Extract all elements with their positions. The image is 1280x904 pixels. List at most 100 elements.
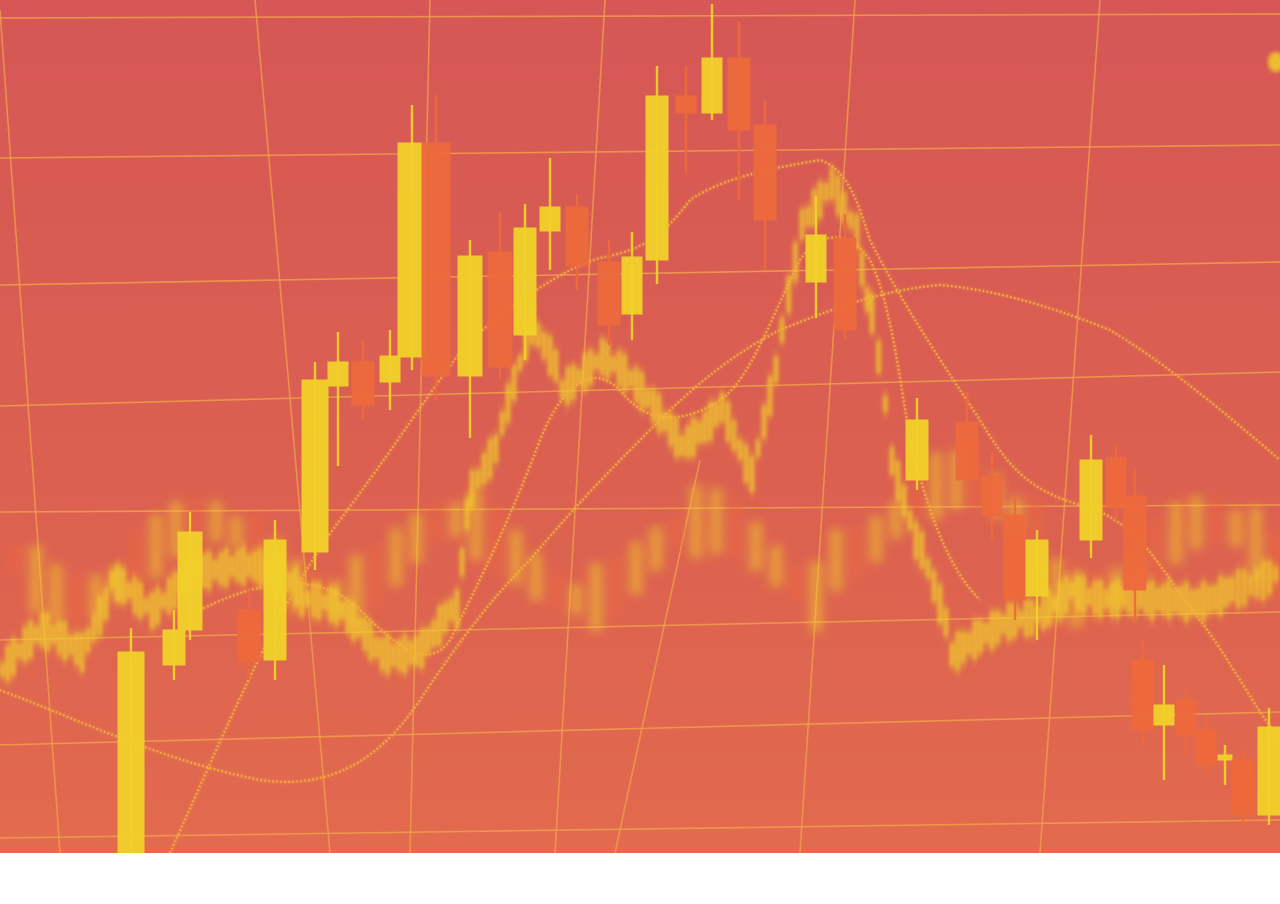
candle-down bbox=[1123, 495, 1147, 591]
candle-up bbox=[327, 361, 349, 387]
candle-up bbox=[539, 206, 561, 232]
candle-up bbox=[117, 651, 145, 853]
photo-background bbox=[0, 0, 1280, 853]
candle-down bbox=[1003, 514, 1027, 601]
candle-down bbox=[833, 237, 857, 331]
background-candle bbox=[930, 452, 942, 520]
candle-up bbox=[1153, 704, 1175, 726]
background-candle bbox=[230, 515, 242, 548]
grid-line bbox=[554, 0, 606, 853]
background-candle bbox=[70, 574, 82, 626]
candle-up bbox=[645, 95, 669, 261]
candle-up bbox=[263, 539, 287, 661]
candle-up bbox=[1025, 539, 1049, 597]
grid-line bbox=[614, 459, 701, 853]
background-candle bbox=[1210, 497, 1222, 543]
background-candle bbox=[650, 526, 662, 571]
candle-down bbox=[597, 261, 621, 326]
candle-up bbox=[905, 419, 929, 481]
background-candle bbox=[1150, 516, 1162, 586]
background-candle bbox=[550, 572, 562, 612]
candle-up bbox=[805, 234, 827, 283]
bokeh-highlight bbox=[1268, 52, 1280, 72]
grid-line bbox=[0, 13, 1280, 19]
candle-up bbox=[1217, 754, 1233, 761]
candle-down bbox=[351, 361, 375, 406]
background-candle bbox=[1250, 506, 1262, 581]
stock-chart-photo bbox=[0, 0, 1280, 853]
candle-down bbox=[727, 57, 751, 131]
candle-up bbox=[621, 256, 643, 315]
bottom-white-margin bbox=[0, 853, 1280, 904]
background-candle bbox=[730, 501, 742, 559]
background-candle bbox=[770, 545, 782, 587]
background-candle bbox=[830, 528, 842, 591]
candle-down bbox=[237, 609, 261, 663]
background-candle bbox=[870, 515, 882, 562]
background-candle bbox=[790, 567, 802, 601]
candle-down bbox=[1231, 759, 1255, 816]
candle-up bbox=[177, 531, 203, 631]
candle-up bbox=[301, 379, 329, 553]
background-candle bbox=[1270, 530, 1280, 597]
candle-down bbox=[487, 251, 513, 368]
background-candle bbox=[670, 513, 682, 550]
candle-down bbox=[955, 421, 979, 481]
candle-up bbox=[701, 57, 723, 114]
candle-up bbox=[513, 227, 537, 336]
background-candle bbox=[610, 556, 622, 617]
background-candle bbox=[1190, 495, 1202, 549]
background-candle bbox=[510, 529, 522, 585]
background-candle bbox=[490, 507, 502, 571]
mid-candles bbox=[0, 161, 1278, 688]
grid-line bbox=[1039, 0, 1101, 853]
background-candle bbox=[210, 501, 222, 542]
foreground-candles bbox=[117, 4, 1280, 853]
moving-average-line bbox=[0, 283, 1280, 783]
candle-down bbox=[1131, 659, 1155, 731]
candle-down bbox=[675, 95, 697, 114]
background-candle bbox=[150, 513, 162, 578]
candle-up bbox=[457, 255, 483, 377]
background-candle bbox=[1170, 502, 1182, 564]
background-candle bbox=[690, 485, 702, 559]
background-candle bbox=[30, 545, 42, 613]
moving-average-lines bbox=[0, 158, 1280, 853]
background-candle bbox=[370, 543, 382, 610]
candle-up bbox=[162, 629, 186, 666]
grid-line bbox=[0, 144, 1280, 159]
background-candle bbox=[850, 526, 862, 581]
candle-down bbox=[565, 206, 589, 267]
background-candle bbox=[710, 488, 722, 554]
candle-up bbox=[379, 355, 401, 383]
background-candle bbox=[410, 513, 422, 564]
background-candle bbox=[530, 553, 542, 601]
background-candle bbox=[810, 561, 822, 632]
candle-down bbox=[421, 142, 451, 377]
background-candle bbox=[1230, 509, 1242, 547]
candle-up bbox=[1079, 459, 1103, 541]
grid-line bbox=[0, 711, 1280, 746]
background-candle bbox=[630, 542, 642, 595]
background-candle bbox=[750, 521, 762, 571]
candle-down bbox=[1175, 699, 1197, 736]
background-candle bbox=[390, 527, 402, 586]
candle-down bbox=[1105, 457, 1127, 509]
grid-line bbox=[799, 0, 856, 853]
grid-line bbox=[0, 9, 61, 853]
candle-down bbox=[753, 124, 777, 221]
grid-line bbox=[254, 0, 331, 853]
candlestick-chart-image bbox=[0, 0, 1280, 853]
background-candle bbox=[890, 500, 902, 539]
candle-down bbox=[981, 475, 1003, 517]
grid-line bbox=[0, 819, 1280, 839]
background-candle bbox=[450, 503, 462, 538]
background-candle bbox=[590, 563, 602, 632]
background-candle bbox=[430, 503, 442, 546]
background-candle bbox=[10, 545, 22, 575]
background-candle bbox=[570, 584, 582, 616]
background-candle bbox=[910, 485, 922, 516]
candle-up bbox=[1257, 726, 1280, 816]
candle-down bbox=[1195, 729, 1217, 766]
background-candle bbox=[50, 564, 62, 624]
